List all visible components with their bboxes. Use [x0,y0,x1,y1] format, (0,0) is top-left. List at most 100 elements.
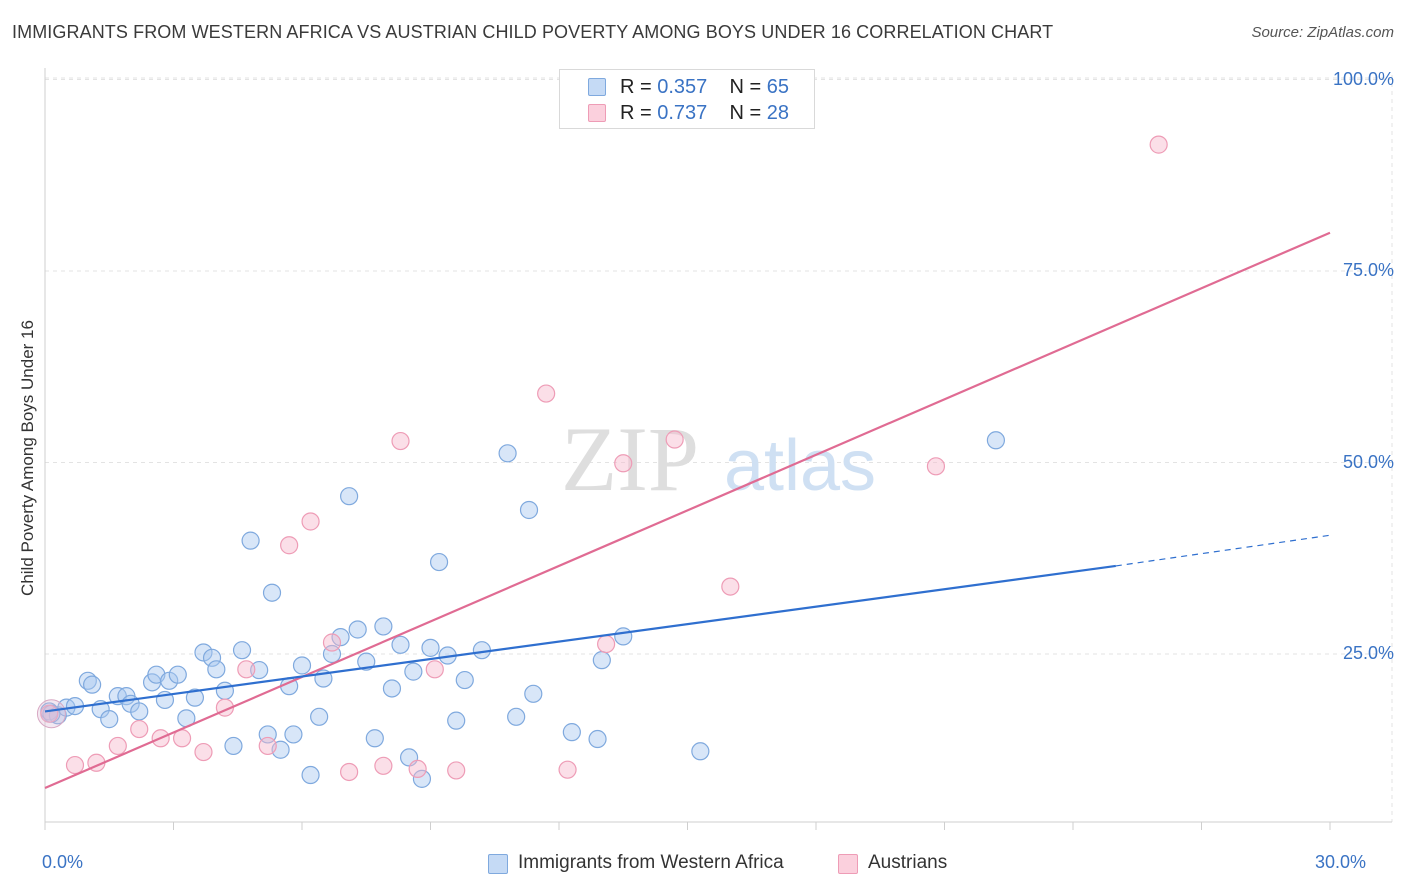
point-western-africa [168,665,187,684]
point-western-africa [374,617,393,636]
point-austrians [537,384,556,403]
point-austrians [597,634,616,654]
y-axis-label: Child Poverty Among Boys Under 16 [18,320,37,596]
point-austrians [108,736,127,756]
legend-swatch-blue [588,78,606,96]
x-tick-label: 0.0% [42,852,84,872]
y-tick-label: 75.0% [1342,260,1394,280]
point-western-africa [519,500,539,520]
point-austrians [1149,135,1168,154]
point-western-africa [391,635,410,654]
point-western-africa [185,688,205,707]
point-austrians [194,742,213,762]
point-western-africa [357,652,376,671]
point-austrians [425,660,444,679]
legend-swatch-pink [838,854,858,874]
legend-n-label: N = [729,76,767,98]
point-western-africa [224,736,243,756]
point-austrians [408,759,427,779]
point-austrians [447,761,466,780]
point-austrians [65,755,85,775]
series-western-africa-points [40,431,1006,788]
point-austrians [237,660,256,679]
point-austrians [130,719,149,739]
axes [44,68,1392,830]
chart-source: Source: ZipAtlas.com [1251,24,1394,41]
legend-r-label: R = [620,76,658,98]
point-western-africa [524,684,543,703]
series-austrians-points [36,135,1168,782]
point-austrians [340,762,359,782]
trend-lines [44,231,1331,790]
point-western-africa [207,660,226,679]
legend-label: Austrians [868,852,948,873]
point-austrians [374,756,393,775]
legend-swatch-blue [488,854,508,874]
legend-r-label: R = [620,102,658,124]
legend-n-value: 28 [766,102,790,124]
point-western-africa [250,660,269,680]
correlation-legend: R = 0.357 N = 65 R = 0.737 N = 28 [559,69,815,129]
point-western-africa [292,656,312,675]
point-austrians [280,536,299,555]
point-western-africa [215,681,234,700]
point-austrians [665,430,684,449]
point-austrians [258,736,277,756]
point-austrians [322,633,342,652]
point-western-africa [100,710,119,729]
legend-r-value: 0.737 [657,102,708,124]
point-western-africa [592,651,611,670]
point-austrians [391,431,410,451]
chart-title: IMMIGRANTS FROM WESTERN AFRICA VS AUSTRI… [12,22,1054,42]
point-western-africa [365,729,384,748]
x-tick-label: 30.0% [1314,852,1366,872]
point-western-africa [382,679,402,698]
point-western-africa [348,620,367,639]
point-austrians [926,457,946,476]
trend-line-western-africa [44,564,1116,713]
point-western-africa [202,648,222,667]
legend-n-value: 65 [766,76,790,98]
point-western-africa [331,628,350,647]
point-western-africa [284,725,303,744]
watermark: ZIP atlas [561,408,876,510]
legend-text: R = 0.357 N = 65 [620,76,789,99]
point-western-africa [429,552,449,572]
point-cluster [36,699,66,729]
point-austrians [301,512,320,531]
trend-line-western-africa-extension [1115,534,1331,567]
legend-label: Immigrants from Western Africa [518,852,784,873]
point-western-africa [130,702,149,721]
point-western-africa [404,662,423,681]
y-tick-label: 25.0% [1342,643,1394,663]
legend-n-label: N = [729,102,767,124]
point-western-africa [562,723,581,742]
point-austrians [614,454,633,473]
point-western-africa [447,711,466,730]
legend-text: R = 0.737 N = 28 [620,102,789,125]
y-tick-label: 50.0% [1342,451,1394,472]
point-western-africa [455,670,474,690]
point-western-africa [588,729,607,749]
point-western-africa [310,707,329,726]
trend-line-austrians [44,231,1331,790]
point-western-africa [83,675,102,694]
point-austrians [721,577,740,596]
point-western-africa [241,531,260,550]
y-tick-label: 100.0% [1332,68,1394,89]
point-western-africa [340,487,359,506]
point-western-africa [986,431,1006,450]
point-western-africa [614,627,633,646]
point-western-africa [421,638,440,657]
legend-r-value: 0.357 [657,76,708,98]
point-western-africa [194,643,213,662]
point-western-africa [232,641,252,660]
grid-lines [45,75,1393,822]
legend-swatch-pink [588,104,606,122]
point-western-africa [262,583,282,602]
point-western-africa [498,444,517,463]
point-western-africa [301,765,320,785]
point-austrians [558,760,577,779]
point-western-africa [507,707,526,726]
